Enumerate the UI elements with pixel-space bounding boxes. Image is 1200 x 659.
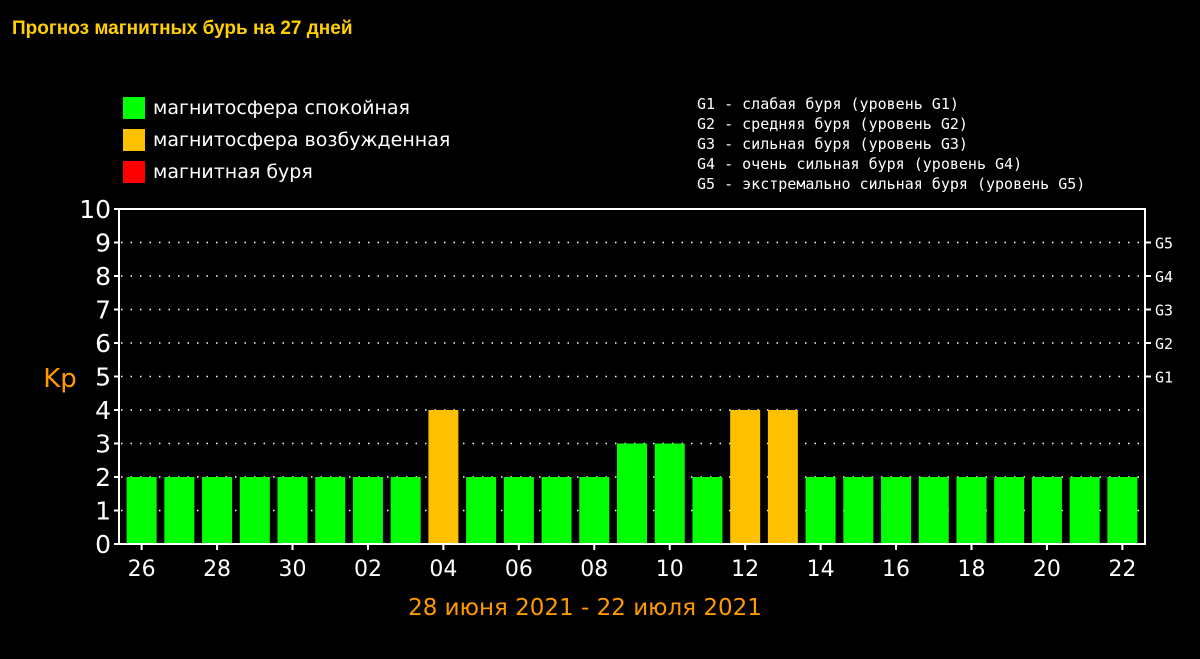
legend-swatch-quiet [123,97,145,119]
bar-24 [1031,477,1062,544]
right-axis-label-G4: G4 [1155,268,1173,286]
bar-26 [1107,477,1138,544]
legend-label-quiet: магнитосфера спокойная [153,97,410,119]
storm-level-g1: G1 - слабая буря (уровень G1) [697,95,959,113]
x-tick-label-9: 14 [807,557,835,582]
bar-14 [654,443,685,544]
x-tick-label-12: 20 [1033,557,1061,582]
x-tick-label-7: 10 [656,557,684,582]
bar-13 [617,443,647,544]
bar-10 [503,477,534,544]
x-tick-label-2: 30 [279,557,307,582]
bar-20 [881,477,912,544]
right-axis-label-G1: G1 [1155,369,1173,387]
legend-label-storm: магнитная буря [153,161,313,183]
x-tick-label-13: 22 [1108,557,1136,582]
y-tick-label-1: 1 [95,497,111,526]
y-tick-label-4: 4 [95,396,111,425]
bar-23 [994,477,1025,544]
bar-18 [805,477,836,544]
y-tick-label-5: 5 [95,363,111,392]
legend-label-active: магнитосфера возбужденная [153,129,451,151]
x-tick-label-0: 26 [128,557,156,582]
legend-swatch-storm [123,161,145,183]
y-tick-label-6: 6 [95,329,111,358]
bar-1 [164,477,195,544]
x-tick-label-5: 06 [505,557,533,582]
x-tick-label-3: 02 [354,557,382,582]
y-tick-label-7: 7 [95,296,111,325]
bar-17 [767,410,798,544]
legend-item-quiet: магнитосфера спокойная [123,92,450,124]
bar-6 [352,477,383,544]
storm-level-g5: G5 - экстремально сильная буря (уровень … [697,175,1086,193]
y-tick-label-0: 0 [95,530,111,559]
storm-level-g4: G4 - очень сильная буря (уровень G4) [697,155,1023,173]
x-axis-label: 28 июня 2021 - 22 июля 2021 [408,595,762,621]
x-tick-label-11: 18 [957,557,985,582]
legend: магнитосфера спокойная магнитосфера возб… [123,92,450,188]
bar-21 [918,477,949,544]
x-tick-label-10: 16 [882,557,910,582]
page-title: Прогноз магнитных бурь на 27 дней [12,18,353,39]
bar-8 [428,410,459,544]
bar-15 [692,477,723,544]
legend-item-storm: магнитная буря [123,156,450,188]
legend-item-active: магнитосфера возбужденная [123,124,450,156]
x-tick-label-8: 12 [731,557,759,582]
bar-22 [956,477,987,544]
storm-level-g3: G3 - сильная буря (уровень G3) [697,135,968,153]
bar-7 [390,477,421,544]
bar-0 [126,477,157,544]
x-tick-label-1: 28 [203,557,231,582]
y-tick-label-2: 2 [95,463,111,492]
y-tick-label-9: 9 [95,229,111,258]
bar-9 [466,477,497,544]
y-tick-label-3: 3 [95,430,111,459]
y-tick-label-10: 10 [79,195,111,224]
bar-3 [239,477,270,544]
bar-12 [579,477,610,544]
y-axis-label: Kp [43,364,77,394]
bar-4 [277,477,308,544]
storm-level-g2: G2 - средняя буря (уровень G2) [697,115,968,133]
bar-16 [730,410,761,544]
x-tick-label-4: 04 [429,557,457,582]
x-tick-label-6: 08 [580,557,608,582]
right-axis-label-G3: G3 [1155,302,1173,320]
storm-levels-legend: G1 - слабая буря (уровень G1) G2 - средн… [697,94,1085,194]
y-tick-label-8: 8 [95,262,111,291]
bar-2 [202,477,233,544]
bar-5 [315,477,346,544]
legend-swatch-active [123,129,145,151]
bar-25 [1069,477,1100,544]
right-axis-label-G5: G5 [1155,235,1173,253]
bar-11 [541,477,572,544]
right-axis-label-G2: G2 [1155,335,1173,353]
bar-19 [843,477,874,544]
